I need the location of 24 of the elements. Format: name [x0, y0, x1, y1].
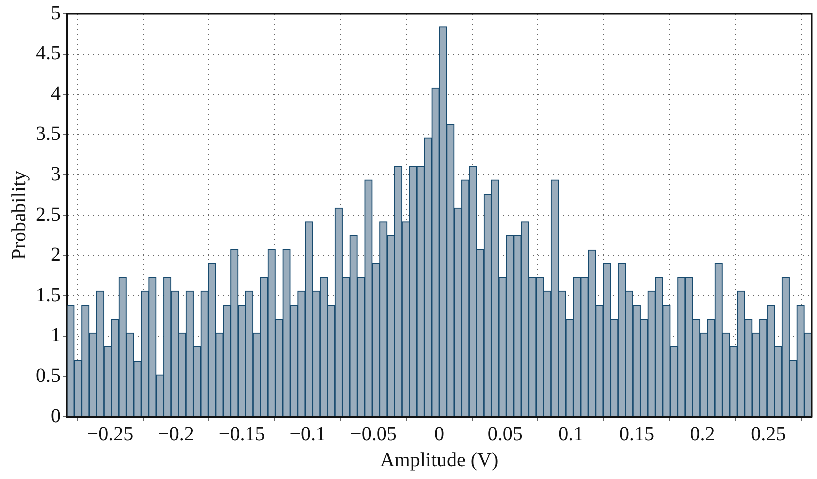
y-tick-label: 5	[51, 2, 61, 24]
y-tick-label: 1	[51, 324, 61, 347]
x-tick-label: −0.25	[87, 423, 134, 446]
x-tick-label: −0.1	[290, 423, 326, 446]
y-tick-label: 2	[51, 244, 61, 266]
y-tick-label: 4.5	[36, 42, 61, 65]
x-tick-label: −0.15	[218, 423, 266, 446]
y-tick-label: 0	[51, 405, 61, 428]
x-axis-title: Amplitude (V)	[380, 449, 499, 472]
x-tick-label: 0.1	[558, 423, 584, 446]
y-tick-label: 0.5	[36, 364, 61, 387]
x-tick-label: 0.05	[488, 423, 523, 446]
y-tick-label: 3.5	[36, 123, 61, 146]
y-tick-label: 2.5	[36, 204, 61, 226]
x-tick-label: −0.05	[350, 423, 397, 446]
y-tick-label: 1.5	[36, 284, 61, 306]
y-axis-title: Probability	[8, 171, 30, 260]
x-tick-label: 0.2	[690, 423, 716, 446]
x-tick-label: 0.15	[619, 423, 654, 446]
y-tick-label: 4	[51, 82, 61, 105]
x-tick-label: 0.25	[751, 423, 786, 446]
x-tick-label: 0	[434, 423, 444, 446]
x-tick-label: −0.2	[158, 423, 194, 446]
y-tick-label: 3	[51, 163, 61, 186]
